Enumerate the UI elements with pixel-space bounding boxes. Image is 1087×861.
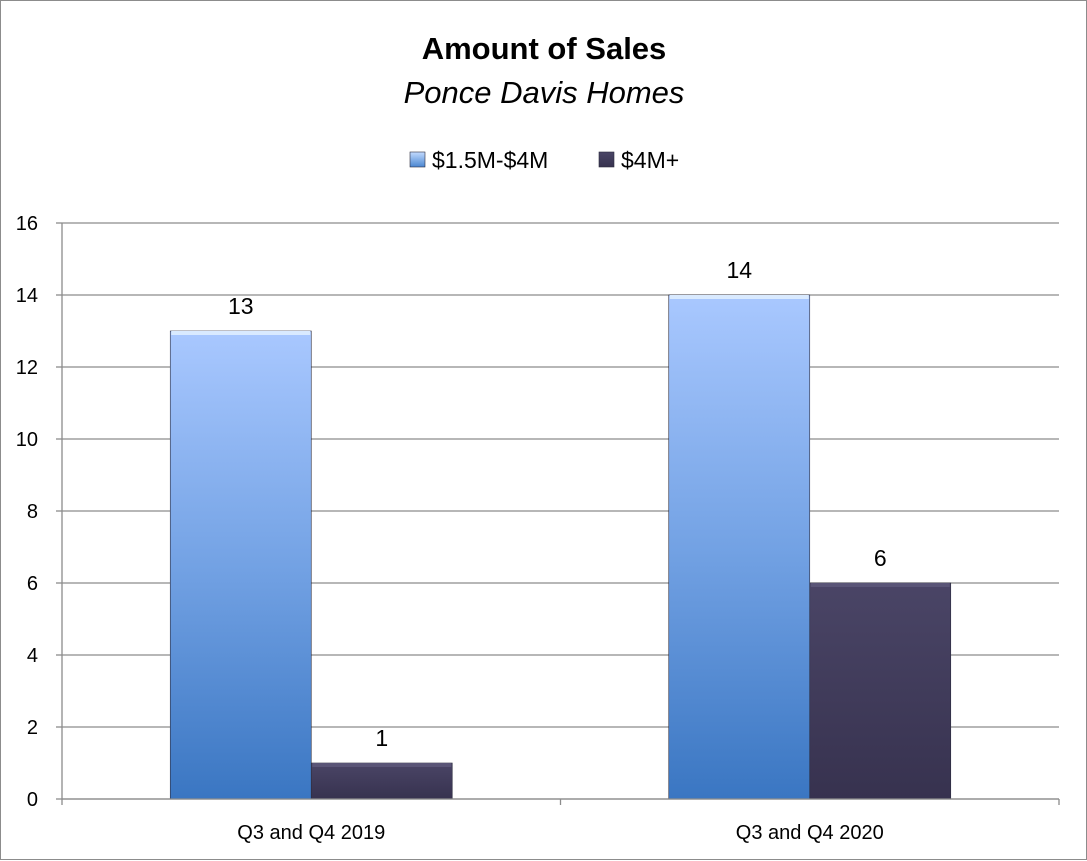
y-tick-label: 4: [27, 645, 38, 667]
bar-highlight: [312, 763, 452, 767]
legend-label: $4M+: [621, 147, 679, 173]
x-tick-label: Q3 and Q4 2019: [237, 822, 385, 844]
legend-swatch: [409, 151, 426, 168]
data-label: 13: [228, 293, 254, 319]
bar: [310, 762, 453, 800]
data-label: 14: [726, 257, 752, 283]
bar: [809, 582, 952, 800]
chart-title: Amount of Sales: [422, 31, 667, 66]
bar: [169, 330, 312, 800]
y-tick-label: 14: [16, 285, 38, 307]
bars: [169, 294, 952, 800]
bar-highlight: [171, 331, 311, 335]
bar: [668, 294, 811, 800]
data-label: 6: [874, 545, 887, 571]
y-axis-ticks: 0 2 4 6 8 10 12 14 16: [16, 213, 62, 811]
y-tick-label: 0: [27, 789, 38, 811]
legend-swatch: [598, 151, 615, 168]
y-tick-label: 2: [27, 717, 38, 739]
y-tick-label: 12: [16, 357, 38, 379]
legend-label: $1.5M-$4M: [432, 147, 548, 173]
y-tick-label: 10: [16, 429, 38, 451]
chart-subtitle: Ponce Davis Homes: [404, 75, 685, 110]
bar-highlight: [810, 583, 950, 587]
x-axis: [61, 223, 1060, 805]
bar-highlight: [669, 295, 809, 299]
y-tick-label: 6: [27, 573, 38, 595]
y-tick-label: 16: [16, 213, 38, 235]
x-axis-labels: Q3 and Q4 2019 Q3 and Q4 2020: [237, 822, 883, 844]
legend: $1.5M-$4M $4M+: [409, 147, 679, 173]
data-labels: 13 1 14 6: [228, 257, 887, 751]
data-label: 1: [375, 725, 388, 751]
y-tick-label: 8: [27, 501, 38, 523]
x-tick-label: Q3 and Q4 2020: [736, 822, 884, 844]
